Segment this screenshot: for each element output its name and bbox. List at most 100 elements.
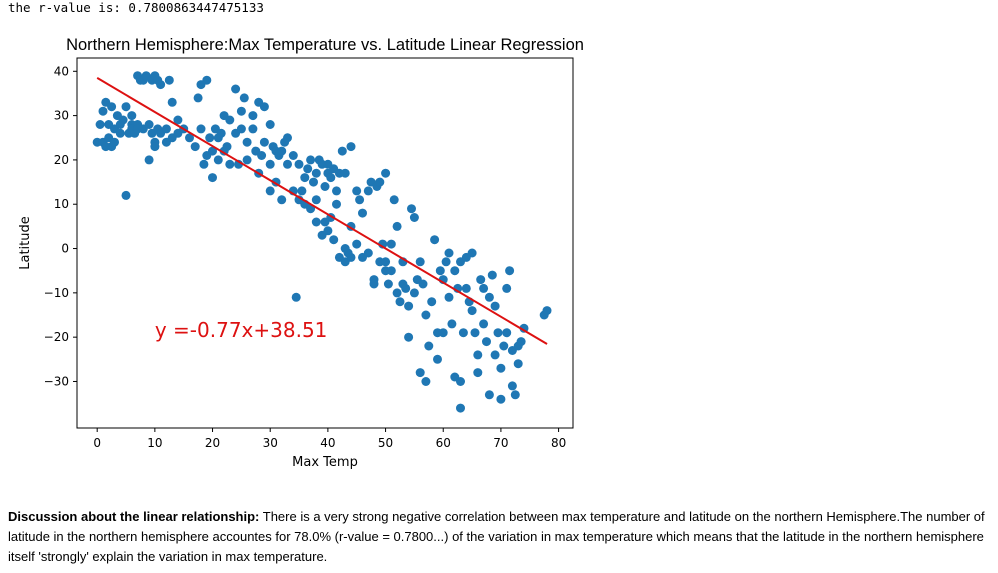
data-point xyxy=(291,292,301,302)
data-point xyxy=(458,328,468,338)
data-point xyxy=(409,288,419,298)
data-point xyxy=(502,328,512,338)
data-point xyxy=(144,120,154,129)
data-point xyxy=(450,266,460,276)
y-tick-label: −20 xyxy=(44,330,69,344)
data-point xyxy=(121,102,131,112)
data-point xyxy=(505,266,515,276)
y-tick-label: −10 xyxy=(44,286,69,300)
scatter-chart: Northern Hemisphere:Max Temperature vs. … xyxy=(18,36,584,470)
data-point xyxy=(499,341,509,351)
data-point xyxy=(303,164,313,174)
data-point xyxy=(476,275,486,285)
data-point xyxy=(277,195,287,205)
data-point xyxy=(363,186,373,196)
data-point xyxy=(164,75,174,85)
data-point xyxy=(190,142,200,152)
data-point xyxy=(213,155,223,165)
x-tick-label: 20 xyxy=(205,436,220,450)
data-point xyxy=(487,270,497,280)
data-point xyxy=(407,204,416,214)
data-point xyxy=(185,133,194,143)
data-point xyxy=(326,173,336,183)
data-point xyxy=(121,190,131,200)
data-point xyxy=(283,159,292,169)
x-tick-label: 10 xyxy=(147,436,162,450)
data-point xyxy=(473,350,483,360)
regression-line xyxy=(96,77,548,345)
plot-frame xyxy=(76,57,574,429)
data-point xyxy=(395,297,405,307)
data-points xyxy=(92,71,552,413)
data-point xyxy=(265,120,275,129)
data-point xyxy=(502,283,512,293)
data-point xyxy=(516,337,526,347)
data-point xyxy=(421,377,431,386)
data-point xyxy=(513,359,523,369)
data-point xyxy=(173,115,183,125)
data-point xyxy=(438,328,448,338)
y-tick-label: 10 xyxy=(54,197,69,211)
data-point xyxy=(156,80,166,90)
data-point xyxy=(242,137,252,147)
data-point xyxy=(375,177,385,187)
data-point xyxy=(311,168,321,178)
data-point xyxy=(421,310,431,320)
data-point xyxy=(444,248,454,258)
y-axis: 40 30 20 10 0 −10 −20 −30 xyxy=(44,64,77,388)
data-point xyxy=(519,323,529,333)
data-point xyxy=(470,328,480,338)
data-point xyxy=(167,97,177,107)
data-point xyxy=(231,84,241,94)
data-point xyxy=(127,111,137,121)
data-point xyxy=(409,213,419,222)
data-point xyxy=(369,279,379,289)
x-tick-label: 60 xyxy=(436,436,451,450)
data-point xyxy=(479,283,489,293)
data-point xyxy=(222,142,232,152)
data-point xyxy=(265,159,275,169)
data-point xyxy=(484,292,494,302)
data-point xyxy=(306,155,316,165)
data-point xyxy=(144,155,154,165)
data-point xyxy=(332,186,341,196)
data-point xyxy=(196,124,206,134)
data-point xyxy=(415,257,425,267)
data-point xyxy=(208,146,217,156)
x-axis: 0 10 20 30 40 50 60 70 80 xyxy=(93,428,566,450)
data-point xyxy=(216,128,226,138)
data-point xyxy=(193,93,203,103)
discussion-lead: Discussion about the linear relationship… xyxy=(8,509,260,524)
data-point xyxy=(490,350,500,360)
x-axis-label: Max Temp xyxy=(292,455,358,470)
data-point xyxy=(433,354,442,364)
data-point xyxy=(355,195,365,205)
data-point xyxy=(107,102,117,112)
y-tick-label: 20 xyxy=(54,153,69,167)
data-point xyxy=(473,368,483,378)
data-point xyxy=(358,208,367,218)
data-point xyxy=(95,120,105,129)
x-tick-label: 0 xyxy=(93,436,101,450)
data-point xyxy=(242,155,252,165)
data-point xyxy=(386,266,396,276)
data-point xyxy=(467,248,477,258)
data-point xyxy=(496,394,506,404)
chart-title: Northern Hemisphere:Max Temperature vs. … xyxy=(66,36,584,54)
data-point xyxy=(479,319,489,329)
data-point xyxy=(401,283,411,293)
data-point xyxy=(150,142,160,152)
data-point xyxy=(346,252,356,262)
y-tick-label: −30 xyxy=(44,374,69,388)
data-point xyxy=(404,301,414,311)
data-point xyxy=(496,363,506,373)
data-point xyxy=(248,111,258,121)
data-point xyxy=(392,288,402,298)
y-tick-label: 30 xyxy=(54,109,69,123)
data-point xyxy=(320,182,330,191)
data-point xyxy=(383,279,393,289)
data-point xyxy=(461,283,471,293)
data-point xyxy=(239,93,249,103)
data-point xyxy=(493,328,503,338)
data-point xyxy=(205,133,215,143)
